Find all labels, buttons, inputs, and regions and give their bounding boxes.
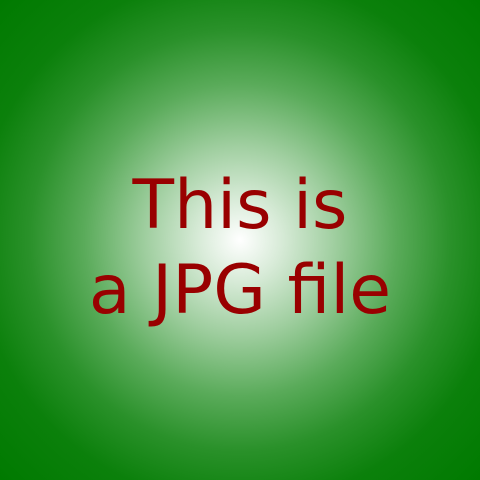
caption-line-1: This is [132,166,348,245]
caption-line-2: a JPG file [88,251,392,330]
caption-text: This is a JPG file [89,163,391,333]
